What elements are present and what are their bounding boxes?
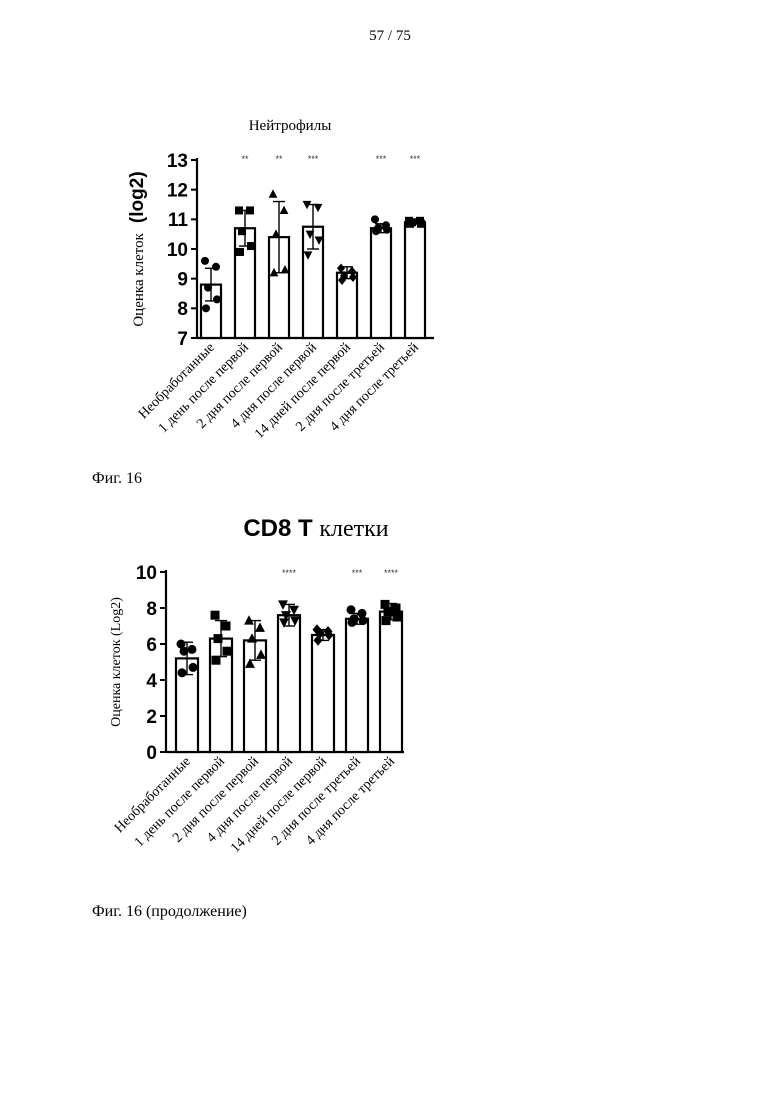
data-point	[382, 616, 391, 625]
y-tick-label: 6	[146, 635, 157, 656]
y-tick-label: 0	[146, 743, 157, 764]
data-point	[204, 284, 212, 292]
significance-label: ****	[282, 568, 297, 578]
chart-title-text: Нейтрофилы	[249, 118, 332, 134]
y-axis-label-text: Оценка клеток (Log2)	[109, 597, 124, 727]
significance-label: ***	[308, 154, 319, 164]
data-point	[255, 622, 265, 631]
y-tick-label: 8	[177, 299, 188, 320]
data-point	[247, 242, 255, 250]
data-point	[235, 206, 243, 214]
y-tick-label: 10	[167, 240, 188, 261]
y-tick-label: 10	[136, 563, 157, 584]
chart-title: CD8 T клетки	[243, 515, 388, 542]
y-axis-label: Оценка клеток (Log2)	[109, 597, 124, 727]
data-point	[211, 611, 220, 620]
y-tick-label: 9	[177, 270, 188, 291]
bar	[405, 222, 425, 338]
data-point	[212, 263, 220, 271]
data-point	[178, 668, 187, 677]
chart-title-text: клетки	[319, 516, 388, 542]
figure-caption-continued: Фиг. 16 (продолжение)	[92, 903, 247, 921]
data-point	[238, 227, 246, 235]
data-point	[393, 613, 402, 622]
neutrophils-chart: Нейтрофилы Оценка клеток (log2) 7 8 9 10 11 12 13…	[0, 110, 780, 465]
significance-label: ***	[410, 154, 421, 164]
page-number: 57 / 75	[0, 28, 780, 45]
data-point	[348, 618, 357, 627]
chart-title: Нейтрофилы	[249, 118, 332, 134]
y-tick-label: 12	[167, 181, 188, 202]
y-tick-label: 11	[168, 210, 189, 231]
cd8-t-cells-chart: CD8 T клеткиОценка клеток (Log2)0246810Н…	[0, 508, 780, 888]
data-point	[213, 295, 221, 303]
y-tick-label: 4	[146, 671, 157, 692]
data-point	[372, 227, 380, 235]
data-point	[371, 215, 379, 223]
data-point	[383, 226, 391, 234]
chart-title-bold: CD8 T	[243, 515, 319, 542]
y-tick-label: 2	[146, 707, 157, 728]
data-point	[189, 663, 198, 672]
figure-caption: Фиг. 16	[92, 470, 142, 488]
significance-label: ****	[384, 568, 399, 578]
data-point	[384, 607, 393, 616]
data-point	[406, 220, 414, 228]
bar	[312, 635, 334, 752]
significance-label: ***	[352, 568, 363, 578]
data-point	[359, 616, 368, 625]
data-point	[289, 606, 299, 615]
data-point	[201, 257, 209, 265]
bar	[380, 612, 402, 752]
data-point	[314, 204, 323, 212]
y-axis-label-text: Оценка клеток	[131, 232, 147, 326]
data-point	[269, 189, 278, 197]
y-tick-label: 13	[167, 151, 188, 172]
data-point	[202, 304, 210, 312]
y-tick-label: 7	[177, 329, 188, 350]
data-point	[180, 647, 189, 656]
data-point	[417, 220, 425, 228]
significance-label: **	[275, 154, 283, 164]
data-point	[392, 604, 401, 613]
data-point	[280, 206, 289, 214]
data-point	[236, 248, 244, 256]
data-point	[347, 605, 356, 614]
data-point	[212, 656, 221, 665]
bar	[371, 228, 391, 338]
data-point	[222, 622, 231, 631]
bar	[278, 615, 300, 752]
significance-label: ***	[376, 154, 387, 164]
data-point	[214, 634, 223, 643]
data-point	[188, 645, 197, 654]
data-point	[246, 206, 254, 214]
y-axis-label-unit: (log2)	[127, 171, 148, 223]
significance-label: **	[241, 154, 249, 164]
y-axis-label: Оценка клеток (log2)	[127, 171, 148, 326]
y-tick-label: 8	[146, 599, 157, 620]
data-point	[223, 647, 232, 656]
bar	[346, 619, 368, 752]
